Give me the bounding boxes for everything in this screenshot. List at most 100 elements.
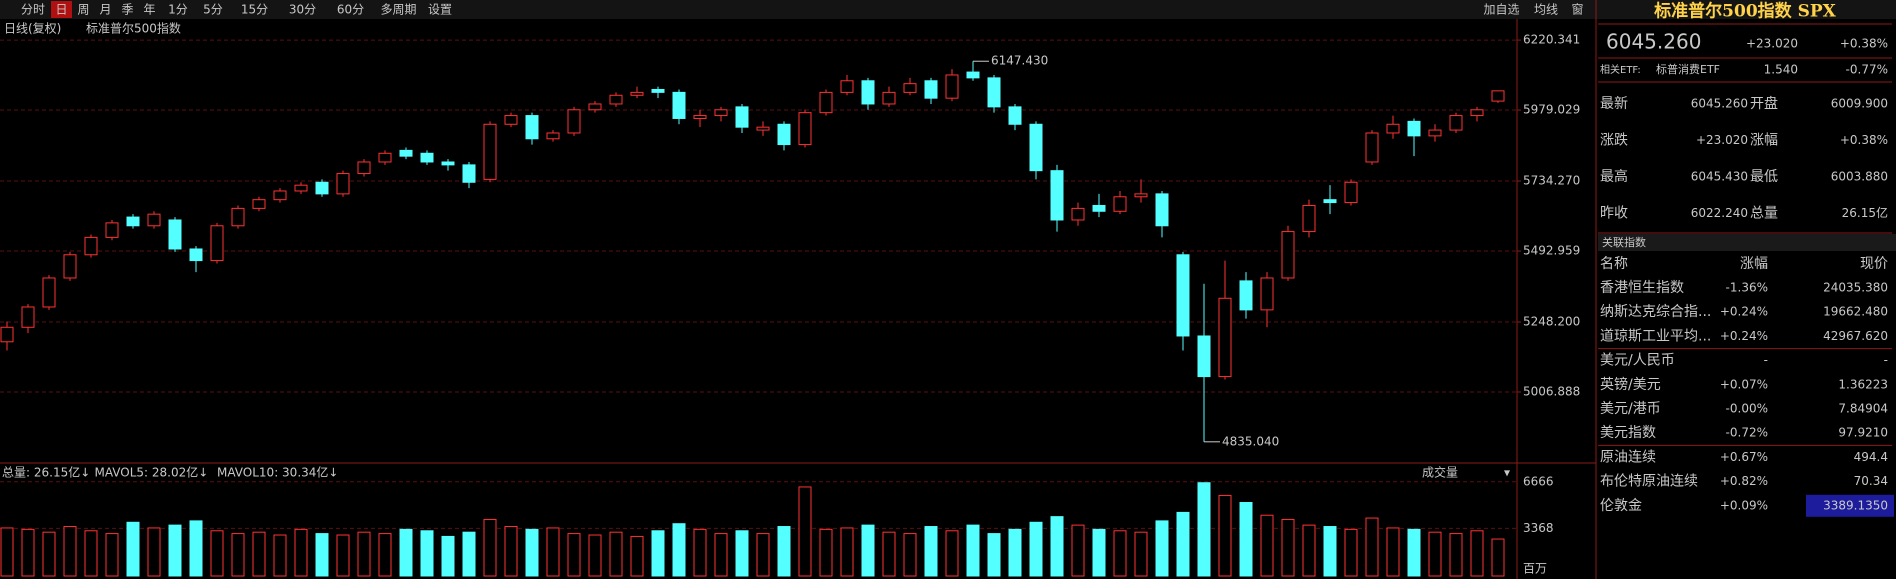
volume-bar xyxy=(441,535,455,577)
related-price: - xyxy=(1884,353,1888,367)
candle-body xyxy=(21,306,35,328)
volume-bar xyxy=(1029,521,1043,577)
volume-bar xyxy=(189,520,203,577)
volume-bar xyxy=(819,528,833,577)
related-name[interactable]: 纳斯达克综合指... xyxy=(1600,304,1711,320)
related-change: +0.09% xyxy=(1720,498,1768,512)
stat-label: 涨跌 xyxy=(1600,133,1628,149)
annotation: 4835.040 xyxy=(1222,434,1279,448)
candle-body xyxy=(84,236,98,256)
candle-body xyxy=(735,106,749,128)
stat-value: 6045.260 xyxy=(1691,97,1748,111)
related-header: 现价 xyxy=(1860,256,1888,272)
candle-body xyxy=(672,91,686,119)
volume-bar xyxy=(273,534,287,577)
toolbar-button[interactable]: 均线 xyxy=(1534,3,1558,17)
related-price: 3389.1350 xyxy=(1823,498,1888,512)
volume-bar xyxy=(462,531,476,577)
candle-body xyxy=(924,80,938,99)
toolbar-tab[interactable]: 季 xyxy=(121,3,133,17)
candle-body xyxy=(1092,204,1106,212)
toolbar-tab[interactable]: 年 xyxy=(143,3,155,17)
y-tick-label: 5734.270 xyxy=(1523,174,1580,188)
candle-body xyxy=(210,225,224,262)
toolbar-tab[interactable]: 15分 xyxy=(241,3,268,17)
volume-bar xyxy=(903,533,917,577)
volume-bar xyxy=(1050,516,1064,577)
toolbar-tab[interactable]: 设置 xyxy=(428,3,452,17)
etf-name[interactable]: 标普消费ETF xyxy=(1656,62,1720,76)
highlight xyxy=(1806,494,1894,517)
related-name[interactable]: 原油连续 xyxy=(1600,448,1656,465)
related-price: 97.9210 xyxy=(1838,426,1888,440)
volume-bar xyxy=(1092,528,1106,577)
related-name[interactable]: 道琼斯工业平均... xyxy=(1600,328,1711,344)
volume-bar xyxy=(798,486,812,577)
volume-selector[interactable]: 成交量 xyxy=(1422,465,1458,480)
candle-body xyxy=(483,123,497,180)
candle-body xyxy=(525,115,539,140)
volume-legend: MAVOL10: 30.34亿↓ xyxy=(217,465,338,480)
volume-bar xyxy=(63,526,77,577)
volume-bar xyxy=(1176,511,1190,577)
related-name[interactable]: 伦敦金 xyxy=(1600,498,1642,514)
related-price: 70.34 xyxy=(1854,474,1888,488)
volume-bar xyxy=(1134,531,1148,577)
related-name[interactable]: 美元/人民币 xyxy=(1600,353,1675,369)
volume-bar xyxy=(378,533,392,577)
related-change: +0.24% xyxy=(1720,329,1768,343)
toolbar-bg xyxy=(0,0,1896,19)
candle-body xyxy=(1491,90,1505,102)
candle-body xyxy=(966,71,980,79)
toolbar-tab[interactable]: 周 xyxy=(77,3,89,17)
related-header: 名称 xyxy=(1600,256,1628,272)
stat-label: 涨幅 xyxy=(1750,133,1778,149)
candle-body xyxy=(1134,193,1148,198)
candle-body xyxy=(903,83,917,93)
quote-change-pct: +0.38% xyxy=(1840,37,1888,51)
y-tick-label: 6220.341 xyxy=(1523,33,1580,47)
related-name[interactable]: 布伦特原油连续 xyxy=(1600,473,1698,490)
related-name[interactable]: 美元/港币 xyxy=(1600,401,1661,417)
volume-bar xyxy=(231,533,245,577)
toolbar-tab[interactable]: 月 xyxy=(99,3,111,17)
candle-body xyxy=(651,88,665,93)
quote-change: +23.020 xyxy=(1746,37,1798,51)
volume-bar xyxy=(693,528,707,577)
candle-body xyxy=(1260,277,1274,311)
candle-body xyxy=(378,152,392,163)
volume-bar xyxy=(294,528,308,577)
volume-bar xyxy=(987,533,1001,577)
candle-body xyxy=(420,152,434,163)
toolbar-tab[interactable]: 分时 xyxy=(21,3,45,17)
related-name[interactable]: 英镑/美元 xyxy=(1600,376,1661,393)
etf-change: -0.77% xyxy=(1846,63,1888,77)
volume-bar xyxy=(1302,524,1316,577)
toolbar-tab[interactable]: 1分 xyxy=(168,3,188,17)
toolbar-tab[interactable]: 日 xyxy=(55,3,67,17)
toolbar-tab[interactable]: 5分 xyxy=(203,3,223,17)
volume-bar xyxy=(609,531,623,577)
related-name[interactable]: 香港恒生指数 xyxy=(1600,280,1684,296)
stat-value: +23.020 xyxy=(1696,133,1748,147)
related-change: +0.67% xyxy=(1720,450,1768,464)
toolbar-button[interactable]: 窗 xyxy=(1571,3,1583,17)
volume-bar xyxy=(420,530,434,577)
toolbar-tab[interactable]: 60分 xyxy=(337,3,364,17)
candle-body xyxy=(315,181,329,195)
candle-body xyxy=(1407,120,1421,137)
candle-body xyxy=(504,115,518,125)
related-name[interactable]: 美元指数 xyxy=(1600,425,1656,441)
candle-body xyxy=(546,132,560,140)
toolbar-tab[interactable]: 30分 xyxy=(289,3,316,17)
y-tick-label: 5492.959 xyxy=(1523,244,1580,258)
candle-body xyxy=(231,207,245,227)
candle-body xyxy=(1218,297,1232,378)
stat-label: 开盘 xyxy=(1750,95,1778,112)
candle-body xyxy=(714,109,728,117)
volume-bar xyxy=(651,530,665,577)
toolbar-button[interactable]: 加自选 xyxy=(1483,3,1519,17)
toolbar-tab[interactable]: 多周期 xyxy=(380,3,416,17)
volume-bar xyxy=(399,528,413,577)
